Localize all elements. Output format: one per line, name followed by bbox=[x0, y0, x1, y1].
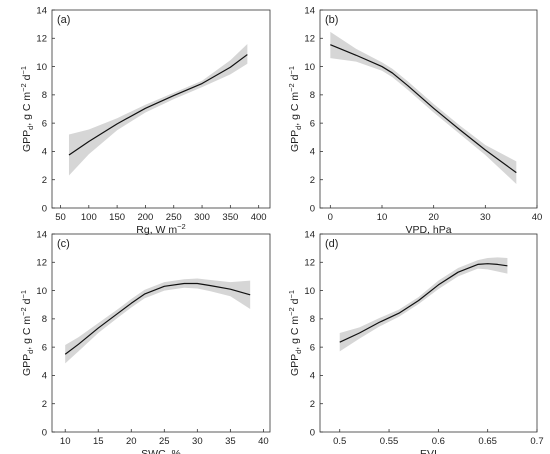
y-tick-label: 12 bbox=[304, 34, 315, 45]
panel-label: (d) bbox=[325, 238, 338, 250]
fitted-line bbox=[330, 44, 517, 174]
x-tick-label: 200 bbox=[137, 212, 153, 223]
fitted-line bbox=[64, 282, 251, 355]
y-axis-label: GPPd, g C m−2 d−1 bbox=[287, 66, 303, 152]
x-tick-label: 0.65 bbox=[478, 436, 497, 447]
x-axis-label: EVI bbox=[420, 448, 437, 454]
x-tick-label: 0.55 bbox=[380, 436, 399, 447]
panel-label: (c) bbox=[57, 238, 70, 250]
y-axis-label: GPPd, g C m−2 d−1 bbox=[287, 290, 303, 376]
x-tick-label: 0 bbox=[328, 212, 333, 223]
panel-4: 0 2 4 6 8 10 12 14 0.5 0.55 0.6 0.65 0.7 (d) EVI GPPd, … bbox=[287, 229, 544, 454]
x-tick-label: 0.6 bbox=[432, 436, 445, 447]
y-tick-label: 10 bbox=[36, 286, 47, 297]
panel-label: (b) bbox=[325, 14, 338, 26]
y-tick-label: 6 bbox=[310, 118, 315, 129]
y-tick-label: 8 bbox=[310, 90, 315, 101]
x-tick-label: 20 bbox=[428, 212, 439, 223]
panel-2: 0 2 4 6 8 10 12 14 0 10 20 30 40 (b) VPD, hPa GPPd, g C… bbox=[287, 5, 542, 236]
x-tick-label: 150 bbox=[109, 212, 125, 223]
y-tick-label: 4 bbox=[310, 371, 315, 382]
y-tick-label: 0 bbox=[42, 427, 47, 438]
y-tick-label: 10 bbox=[304, 286, 315, 297]
x-tick-label: 20 bbox=[126, 436, 137, 447]
x-tick-label: 25 bbox=[159, 436, 170, 447]
y-tick-label: 14 bbox=[304, 5, 315, 16]
y-tick-label: 6 bbox=[42, 342, 47, 353]
x-tick-label: 15 bbox=[93, 436, 104, 447]
x-axis-label: Rg, W m−2 bbox=[136, 222, 185, 236]
x-axis-label: VPD, hPa bbox=[405, 224, 451, 236]
plot-frame bbox=[51, 233, 271, 433]
y-tick-label: 2 bbox=[42, 399, 47, 410]
y-tick-label: 14 bbox=[36, 229, 47, 240]
y-tick-label: 6 bbox=[42, 118, 47, 129]
y-tick-label: 10 bbox=[36, 62, 47, 73]
confidence-band bbox=[330, 31, 517, 184]
x-tick-label: 350 bbox=[222, 212, 238, 223]
y-tick-label: 2 bbox=[310, 175, 315, 186]
y-tick-label: 14 bbox=[36, 5, 47, 16]
x-tick-label: 35 bbox=[225, 436, 236, 447]
y-tick-label: 4 bbox=[310, 147, 315, 158]
x-tick-label: 30 bbox=[480, 212, 491, 223]
x-tick-label: 300 bbox=[194, 212, 210, 223]
y-tick-label: 10 bbox=[304, 62, 315, 73]
x-tick-label: 10 bbox=[377, 212, 388, 223]
x-tick-label: 400 bbox=[251, 212, 267, 223]
y-tick-label: 4 bbox=[42, 147, 47, 158]
y-tick-label: 8 bbox=[310, 314, 315, 325]
y-axis-label: GPPd, g C m−2 d−1 bbox=[19, 66, 35, 152]
confidence-band bbox=[339, 257, 508, 352]
y-tick-label: 12 bbox=[36, 258, 47, 269]
fitted-line bbox=[68, 54, 248, 156]
y-tick-label: 8 bbox=[42, 90, 47, 101]
x-tick-label: 10 bbox=[60, 436, 71, 447]
y-tick-label: 2 bbox=[310, 399, 315, 410]
x-tick-label: 0.5 bbox=[333, 436, 346, 447]
y-tick-label: 14 bbox=[304, 229, 315, 240]
fitted-line bbox=[339, 263, 508, 343]
y-axis-label: GPPd, g C m−2 d−1 bbox=[19, 290, 35, 376]
x-tick-label: 40 bbox=[258, 436, 269, 447]
y-tick-label: 0 bbox=[310, 427, 315, 438]
x-tick-label: 100 bbox=[81, 212, 97, 223]
panel-1: 0 2 4 6 8 10 12 14 50 100 150 200 250 300 350 400 (a) Rg,… bbox=[19, 5, 271, 236]
plot-frame bbox=[319, 9, 538, 209]
y-tick-label: 2 bbox=[42, 175, 47, 186]
x-axis-label: SWC, % bbox=[141, 448, 181, 454]
plot-frame bbox=[319, 233, 538, 433]
x-tick-label: 0.7 bbox=[530, 436, 543, 447]
confidence-band bbox=[68, 43, 248, 176]
y-tick-label: 0 bbox=[42, 203, 47, 214]
x-tick-label: 30 bbox=[192, 436, 203, 447]
x-tick-label: 40 bbox=[532, 212, 543, 223]
y-tick-label: 12 bbox=[304, 258, 315, 269]
panel-3: 0 2 4 6 8 10 12 14 10 15 20 25 30 35 40 (c) SWC, % GPPd, … bbox=[19, 229, 271, 454]
plot-frame bbox=[51, 9, 271, 209]
x-tick-label: 50 bbox=[55, 212, 66, 223]
x-tick-label: 250 bbox=[166, 212, 182, 223]
panel-label: (a) bbox=[57, 14, 70, 26]
y-tick-label: 6 bbox=[310, 342, 315, 353]
y-tick-label: 8 bbox=[42, 314, 47, 325]
y-tick-label: 0 bbox=[310, 203, 315, 214]
y-tick-label: 4 bbox=[42, 371, 47, 382]
confidence-band bbox=[65, 278, 251, 364]
y-tick-label: 12 bbox=[36, 34, 47, 45]
